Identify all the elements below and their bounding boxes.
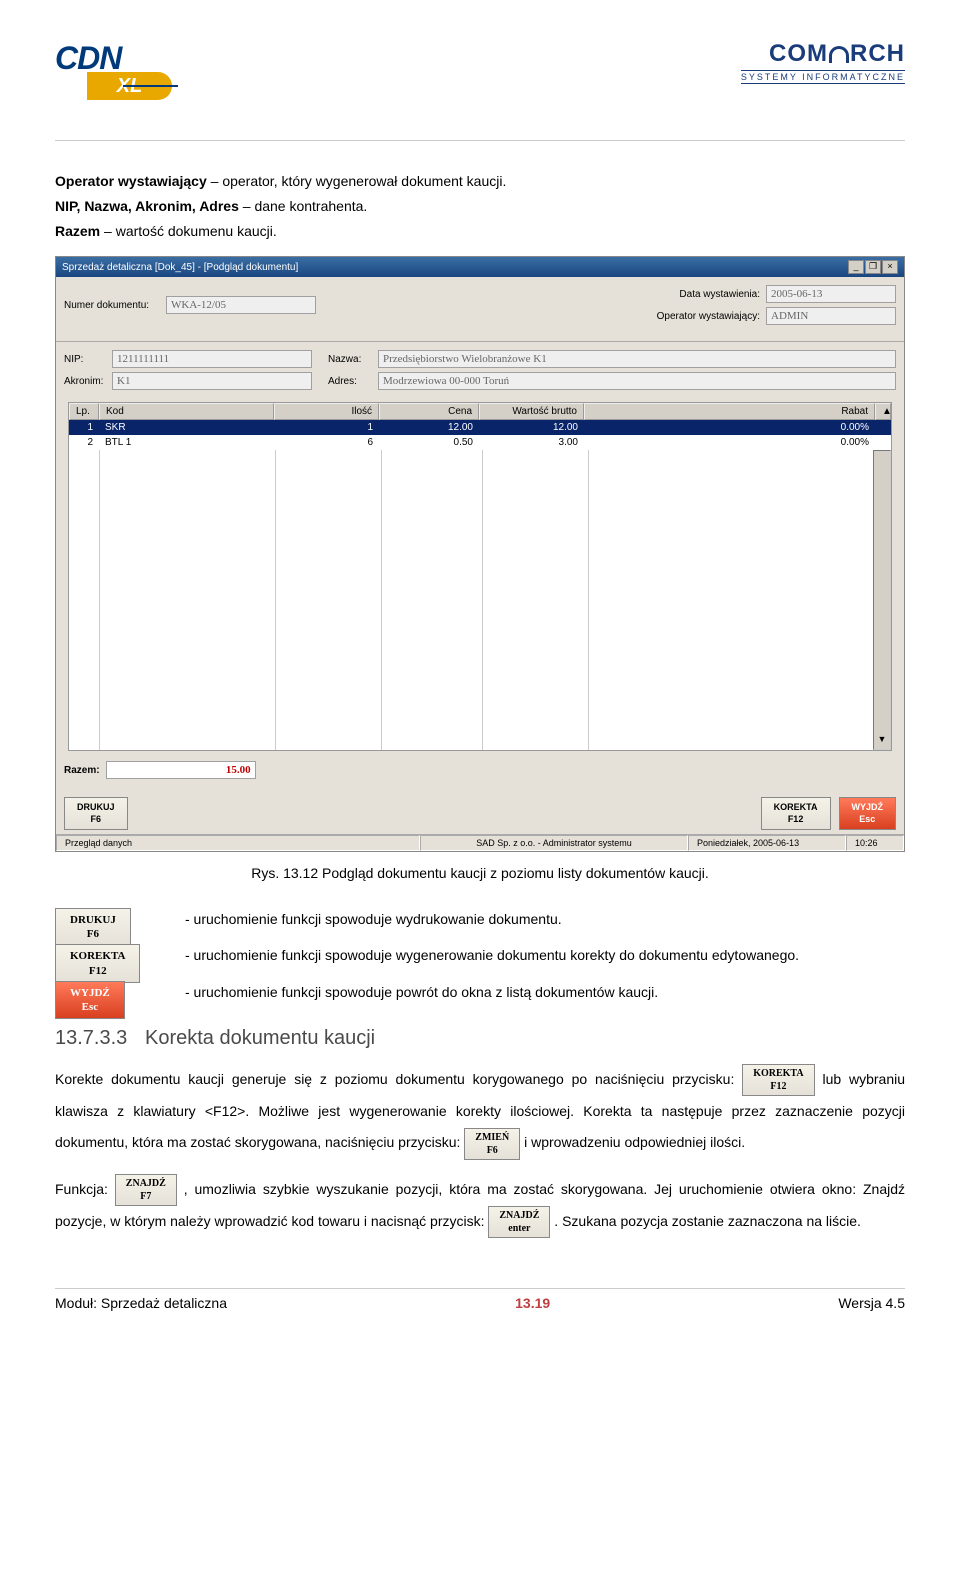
- close-button[interactable]: ×: [882, 260, 898, 274]
- footer-page: 13.19: [515, 1295, 550, 1311]
- numer-label: Numer dokumentu:: [64, 300, 160, 311]
- fn-wyjdz-desc: WYJDŹEsc - uruchomienie funkcji spowoduj…: [55, 981, 905, 1003]
- korekta-button-inline[interactable]: KOREKTAF12: [55, 944, 140, 983]
- section-para-2: Funkcja: ZNAJDŹF7 , umozliwia szybkie wy…: [55, 1174, 905, 1239]
- drukuj-button[interactable]: DRUKUJF6: [64, 797, 128, 830]
- znajdz-f7-button-text[interactable]: ZNAJDŹF7: [115, 1174, 177, 1206]
- fn-drukuj-desc: DRUKUJF6 - uruchomienie funkcji spowoduj…: [55, 908, 905, 930]
- nazwa-field: Przedsiębiorstwo Wielobranżowe K1: [378, 350, 896, 368]
- col-rabat[interactable]: Rabat: [584, 403, 875, 420]
- operator-label: Operator wystawiający:: [632, 311, 760, 322]
- razem-field: 15.00: [106, 761, 256, 779]
- znajdz-enter-button-text[interactable]: ZNAJDŹenter: [488, 1206, 550, 1238]
- page-footer: Moduł: Sprzedaż detaliczna 13.19 Wersja …: [55, 1288, 905, 1317]
- status-bar: Przegląd danych SAD Sp. z o.o. - Adminis…: [56, 834, 904, 851]
- figure-caption: Rys. 13.12 Podgląd dokumentu kaucji z po…: [55, 864, 905, 884]
- nip-label: NIP:: [64, 354, 106, 365]
- intro-line-2: NIP, Nazwa, Akronim, Adres – dane kontra…: [55, 196, 905, 217]
- adres-field: Modrzewiowa 00-000 Toruń: [378, 372, 896, 390]
- section-para-1: Korekte dokumentu kaucji generuje się z …: [55, 1064, 905, 1159]
- cdn-text: CDN: [55, 40, 121, 77]
- wyjdz-button-inline[interactable]: WYJDŹEsc: [55, 981, 125, 1020]
- grid-scrollbar[interactable]: ▼: [873, 450, 891, 750]
- grid-row-selected[interactable]: 1 SKR 1 12.00 12.00 0.00%: [69, 420, 891, 435]
- operator-field: ADMIN: [766, 307, 896, 325]
- nazwa-label: Nazwa:: [328, 354, 372, 365]
- cdn-xl-logo: CDN XL: [55, 40, 185, 110]
- data-field: 2005-06-13: [766, 285, 896, 303]
- zmien-button-text[interactable]: ZMIEŃF6: [464, 1128, 520, 1160]
- data-label: Data wystawienia:: [632, 289, 760, 300]
- footer-version: Wersja 4.5: [838, 1295, 905, 1311]
- comarch-logo: COMRCH SYSTEMY INFORMATYCZNE: [741, 40, 905, 84]
- status-date: Poniedziałek, 2005-06-13: [688, 835, 846, 851]
- intro-line-1: Operator wystawiający – operator, który …: [55, 171, 905, 192]
- comarch-subtitle: SYSTEMY INFORMATYCZNE: [741, 70, 905, 84]
- col-wartosc[interactable]: Wartość brutto: [479, 403, 584, 420]
- status-mode: Przegląd danych: [56, 835, 420, 851]
- window-titlebar: Sprzedaż detaliczna [Dok_45] - [Podgląd …: [56, 257, 904, 277]
- col-cena[interactable]: Cena: [379, 403, 479, 420]
- korekta-button[interactable]: KOREKTAF12: [761, 797, 831, 830]
- grid-row[interactable]: 2 BTL 1 6 0.50 3.00 0.00%: [69, 435, 891, 450]
- grid-header: Lp. Kod Ilość Cena Wartość brutto Rabat …: [69, 403, 891, 420]
- wyjdz-button[interactable]: WYJDŹEsc: [839, 797, 897, 830]
- fn-korekta-desc: KOREKTAF12 - uruchomienie funkcji spowod…: [55, 944, 905, 966]
- akronim-label: Akronim:: [64, 376, 106, 387]
- razem-label: Razem:: [64, 765, 100, 776]
- akronim-field: K1: [112, 372, 312, 390]
- window-title: Sprzedaż detaliczna [Dok_45] - [Podgląd …: [62, 262, 298, 273]
- header-divider: [55, 140, 905, 141]
- intro-line-3: Razem – wartość dokumenu kaucji.: [55, 221, 905, 242]
- footer-module: Moduł: Sprzedaż detaliczna: [55, 1295, 227, 1311]
- minimize-button[interactable]: _: [848, 260, 864, 274]
- status-time: 10:26: [846, 835, 904, 851]
- korekta-button-text[interactable]: KOREKTAF12: [742, 1064, 814, 1096]
- adres-label: Adres:: [328, 376, 372, 387]
- items-grid[interactable]: Lp. Kod Ilość Cena Wartość brutto Rabat …: [68, 402, 892, 751]
- col-kod[interactable]: Kod: [99, 403, 274, 420]
- col-ilosc[interactable]: Ilość: [274, 403, 379, 420]
- status-company: SAD Sp. z o.o. - Administrator systemu: [420, 835, 688, 851]
- nip-field: 1211111111: [112, 350, 312, 368]
- maximize-button[interactable]: ❐: [865, 260, 881, 274]
- app-window: Sprzedaż detaliczna [Dok_45] - [Podgląd …: [55, 256, 905, 852]
- section-heading: 13.7.3.3Korekta dokumentu kaucji: [55, 1027, 905, 1050]
- col-lp[interactable]: Lp.: [69, 403, 99, 420]
- drukuj-button-inline[interactable]: DRUKUJF6: [55, 908, 131, 947]
- comarch-text: COMRCH: [741, 40, 905, 68]
- numer-field: WKA-12/05: [166, 296, 316, 314]
- col-scroll-head: ▲: [875, 403, 891, 420]
